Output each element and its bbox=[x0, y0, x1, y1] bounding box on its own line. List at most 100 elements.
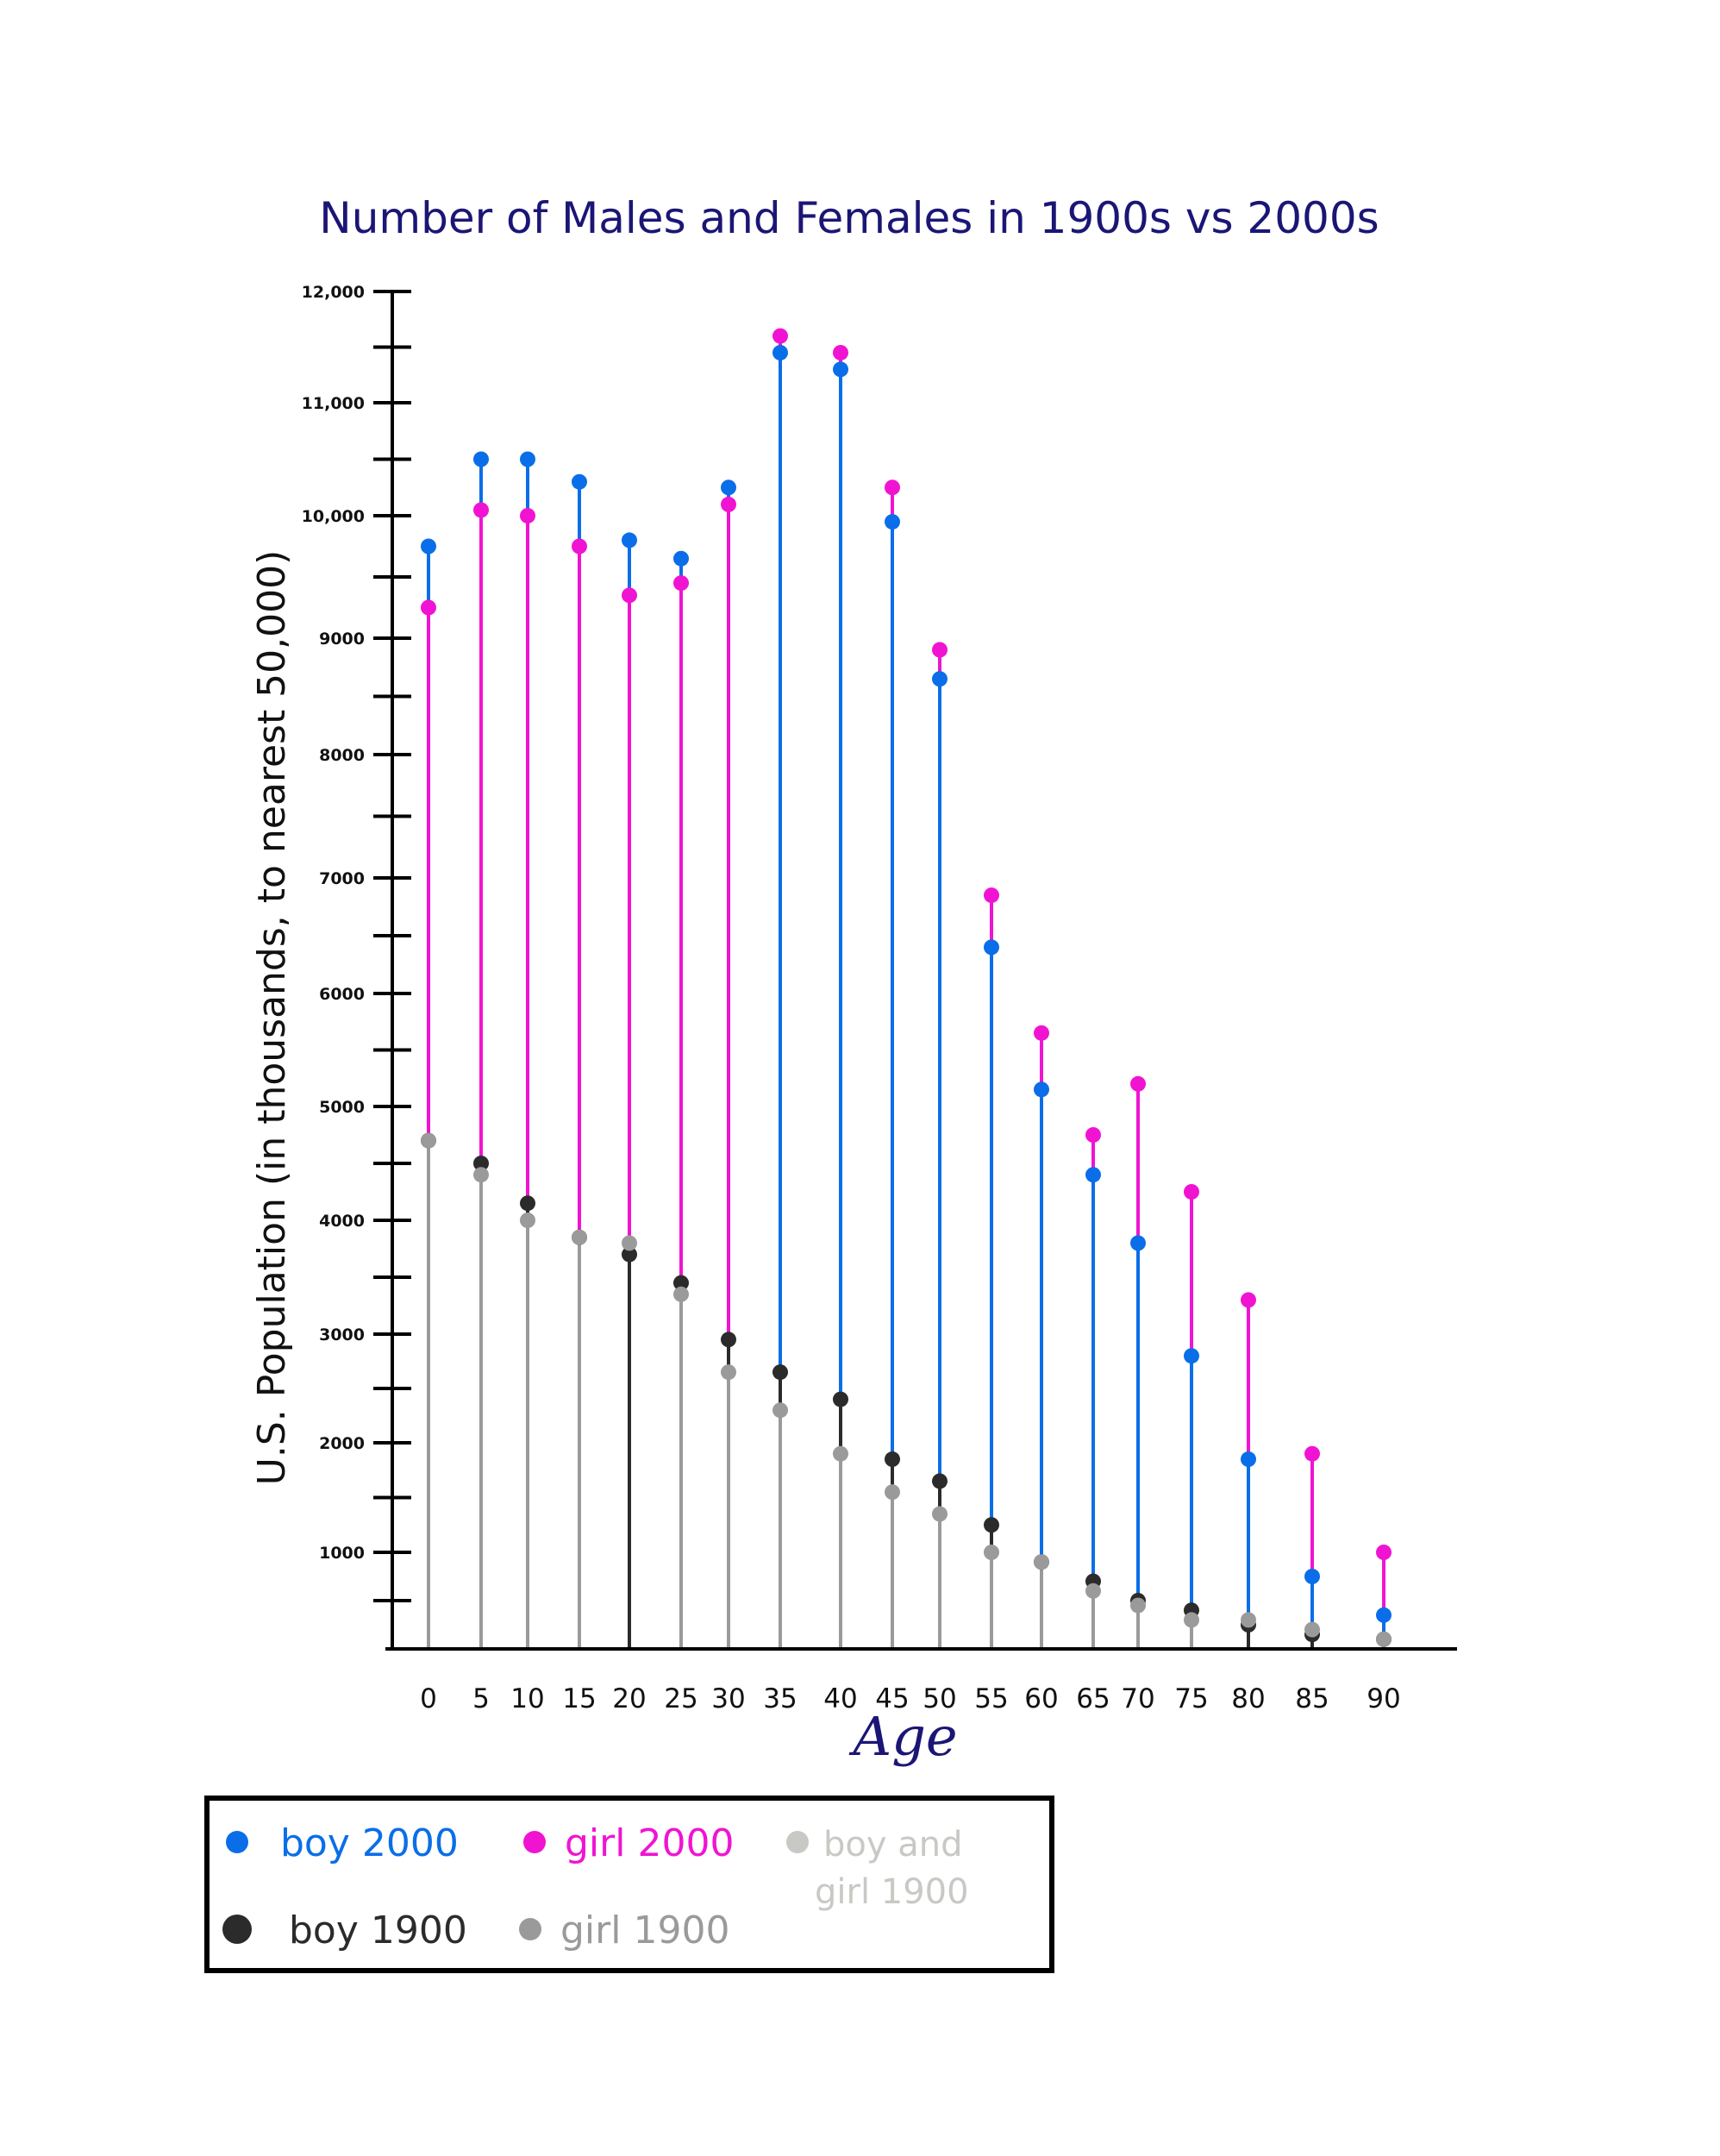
point-boy-2000-age-5 bbox=[473, 451, 489, 467]
y-axis-label: U.S. Population (in thousands, to neares… bbox=[250, 550, 294, 1486]
point-boy-2000-age-80 bbox=[1241, 1451, 1256, 1468]
x-tick-label: 50 bbox=[923, 1683, 956, 1714]
legend-marker-boy-and-girl-1900 bbox=[786, 1831, 809, 1853]
point-girl-1900-age-0 bbox=[421, 1132, 436, 1149]
x-tick-label: 80 bbox=[1231, 1683, 1265, 1714]
point-girl-1900-age-45 bbox=[885, 1484, 900, 1501]
point-girl-2000-age-45 bbox=[885, 479, 900, 496]
point-girl-2000-age-20 bbox=[622, 587, 637, 604]
point-boy-1900-age-40 bbox=[833, 1391, 848, 1407]
legend-marker-girl-2000 bbox=[523, 1831, 546, 1853]
y-tick-label: 4000 bbox=[319, 1212, 365, 1231]
x-tick-label: 15 bbox=[562, 1683, 596, 1714]
y-tick-label: 11,000 bbox=[302, 394, 365, 413]
y-tick-label: 2000 bbox=[319, 1434, 365, 1453]
point-girl-1900-age-15 bbox=[572, 1229, 587, 1245]
legend-marker-girl-1900 bbox=[519, 1918, 541, 1940]
point-girl-1900-age-20 bbox=[622, 1235, 637, 1251]
x-tick-label: 0 bbox=[420, 1683, 437, 1714]
point-boy-2000-age-45 bbox=[885, 514, 900, 530]
legend-box bbox=[204, 1796, 1054, 1973]
point-boy-2000-age-85 bbox=[1304, 1569, 1320, 1584]
point-boy-1900-age-10 bbox=[520, 1195, 535, 1212]
legend-label-boy-and-girl-1900: boy and girl 1900 bbox=[815, 1825, 969, 1912]
point-boy-2000-age-50 bbox=[932, 671, 948, 687]
point-girl-1900-age-50 bbox=[932, 1506, 948, 1522]
point-girl-1900-age-60 bbox=[1034, 1554, 1049, 1570]
x-tick-label: 20 bbox=[612, 1683, 646, 1714]
x-tick-label: 45 bbox=[875, 1683, 909, 1714]
x-tick-label: 85 bbox=[1295, 1683, 1329, 1714]
point-girl-1900-age-30 bbox=[721, 1364, 736, 1381]
legend: boy 2000 girl 2000 boy and girl 1900 boy 190… bbox=[204, 1796, 1054, 1973]
x-tick-label: 35 bbox=[763, 1683, 797, 1714]
chart-title: Number of Males and Females in 1900s vs … bbox=[319, 193, 1379, 243]
point-girl-2000-age-40 bbox=[833, 344, 848, 360]
y-tick-label: 9000 bbox=[319, 630, 365, 649]
lollipop-markers bbox=[421, 328, 1392, 1647]
x-tick-label: 65 bbox=[1076, 1683, 1110, 1714]
point-girl-2000-age-85 bbox=[1304, 1445, 1320, 1462]
point-girl-1900-age-5 bbox=[473, 1167, 489, 1183]
x-axis-label: Age bbox=[848, 1705, 957, 1768]
point-boy-1900-age-35 bbox=[772, 1364, 788, 1381]
point-boy-1900-age-55 bbox=[984, 1517, 999, 1533]
point-girl-2000-age-90 bbox=[1376, 1545, 1392, 1560]
point-boy-2000-age-65 bbox=[1085, 1167, 1101, 1183]
point-girl-1900-age-85 bbox=[1304, 1621, 1320, 1638]
point-girl-2000-age-25 bbox=[673, 575, 689, 592]
point-boy-2000-age-35 bbox=[772, 344, 788, 360]
point-girl-1900-age-75 bbox=[1184, 1612, 1199, 1628]
x-tick-label: 55 bbox=[974, 1683, 1008, 1714]
point-boy-1900-age-50 bbox=[932, 1473, 948, 1489]
point-girl-2000-age-50 bbox=[932, 642, 948, 658]
legend-label-boy-2000: boy 2000 bbox=[280, 1821, 459, 1865]
point-girl-2000-age-60 bbox=[1034, 1025, 1049, 1041]
point-girl-1900-age-55 bbox=[984, 1545, 999, 1560]
point-boy-2000-age-20 bbox=[622, 532, 637, 548]
point-girl-2000-age-10 bbox=[520, 508, 535, 523]
x-tick-label: 75 bbox=[1174, 1683, 1208, 1714]
point-boy-1900-age-45 bbox=[885, 1451, 900, 1468]
x-tick-label: 30 bbox=[711, 1683, 745, 1714]
point-girl-2000-age-30 bbox=[721, 496, 736, 512]
point-boy-2000-age-40 bbox=[833, 361, 848, 378]
x-tick-label: 40 bbox=[823, 1683, 857, 1714]
y-tick-label: 3000 bbox=[319, 1326, 365, 1344]
point-girl-1900-age-65 bbox=[1085, 1583, 1101, 1599]
point-boy-2000-age-90 bbox=[1376, 1607, 1392, 1623]
point-girl-2000-age-5 bbox=[473, 502, 489, 518]
point-boy-1900-age-20 bbox=[622, 1246, 637, 1263]
x-tick-label: 5 bbox=[472, 1683, 490, 1714]
point-girl-2000-age-0 bbox=[421, 599, 436, 616]
point-girl-1900-age-40 bbox=[833, 1445, 848, 1462]
point-girl-1900-age-80 bbox=[1241, 1612, 1256, 1628]
point-boy-2000-age-25 bbox=[673, 550, 689, 567]
y-tick-label: 7000 bbox=[319, 869, 365, 888]
y-tick-label: 6000 bbox=[319, 985, 365, 1004]
legend-label-girl-1900: girl 1900 bbox=[560, 1908, 729, 1952]
x-axis-ticks: 0 5 10 15 20 25 30 35 40 45 50 55 60 65 70 75 80 85 90 bbox=[420, 1683, 1401, 1714]
point-girl-2000-age-70 bbox=[1130, 1075, 1146, 1092]
point-boy-2000-age-30 bbox=[721, 479, 736, 496]
legend-marker-boy-2000 bbox=[226, 1831, 248, 1853]
point-boy-2000-age-10 bbox=[520, 451, 535, 467]
x-tick-label: 10 bbox=[510, 1683, 544, 1714]
x-tick-label: 25 bbox=[664, 1683, 697, 1714]
y-tick-label: 5000 bbox=[319, 1098, 365, 1117]
legend-label-girl-2000: girl 2000 bbox=[565, 1821, 734, 1865]
y-tick-label: 12,000 bbox=[302, 283, 365, 302]
x-tick-label: 90 bbox=[1367, 1683, 1400, 1714]
point-girl-2000-age-75 bbox=[1184, 1184, 1199, 1200]
point-boy-2000-age-75 bbox=[1184, 1348, 1199, 1364]
point-girl-1900-age-35 bbox=[772, 1402, 788, 1419]
x-tick-label: 60 bbox=[1024, 1683, 1058, 1714]
point-girl-2000-age-65 bbox=[1085, 1127, 1101, 1143]
point-girl-2000-age-80 bbox=[1241, 1292, 1256, 1308]
legend-marker-boy-1900 bbox=[222, 1915, 252, 1944]
point-boy-1900-age-25 bbox=[673, 1275, 689, 1291]
y-axis-ticks: 1000 2000 3000 4000 5000 6000 7000 8000 9000 10,0… bbox=[302, 283, 411, 1602]
point-boy-2000-age-70 bbox=[1130, 1235, 1146, 1251]
x-tick-label: 70 bbox=[1121, 1683, 1154, 1714]
